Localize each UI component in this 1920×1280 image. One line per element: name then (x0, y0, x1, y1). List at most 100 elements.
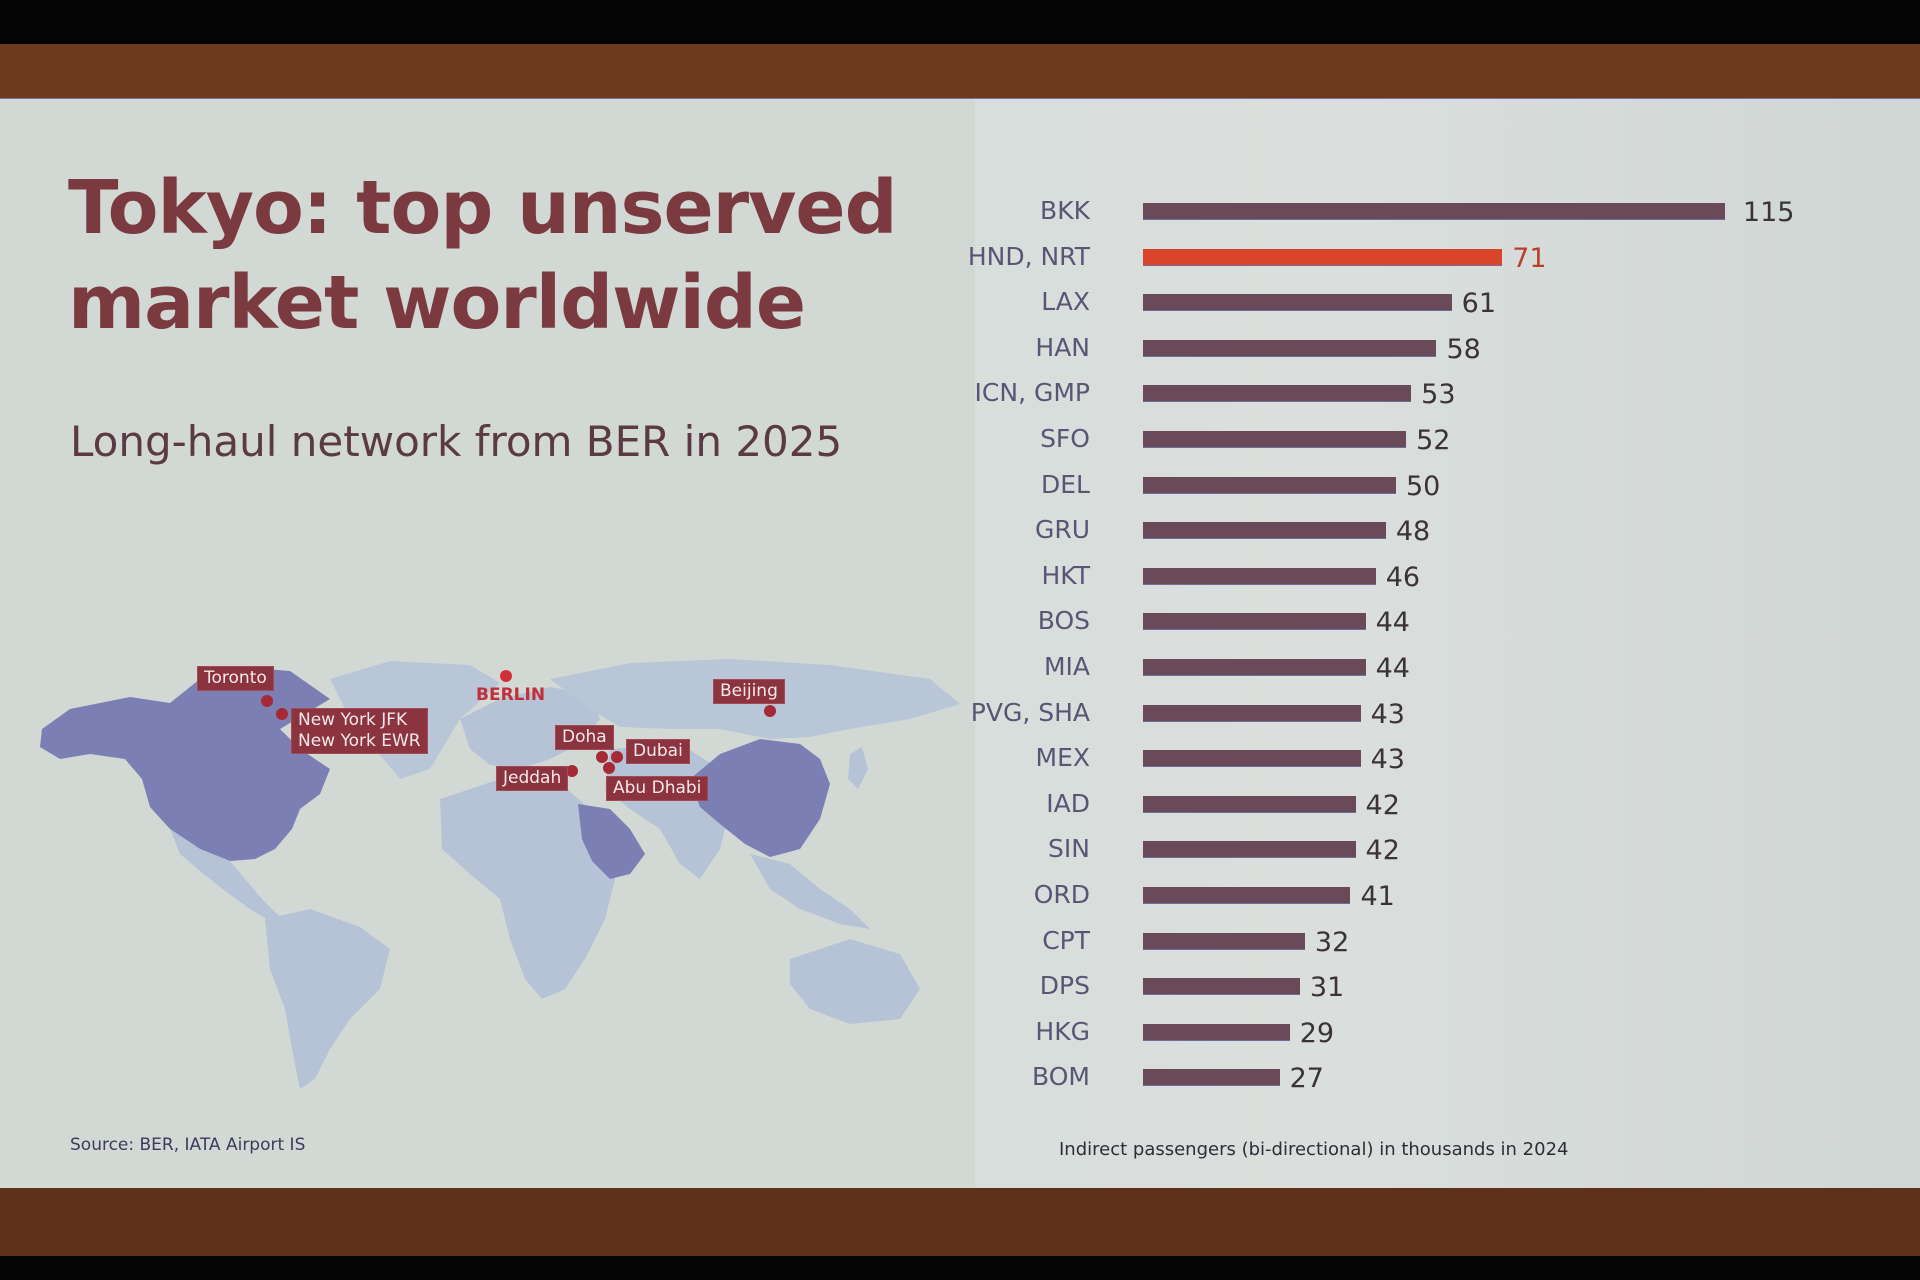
bar-row: MIA 44 (975, 652, 1920, 684)
bar-category-label: HAN (1035, 332, 1090, 362)
bar-row: CPT 32 (975, 926, 1920, 958)
bar-value-label: 52 (1416, 425, 1451, 456)
berlin-marker-icon (500, 670, 512, 682)
slide-subtitle: Long-haul network from BER in 2025 (70, 417, 843, 466)
bar-category-label: SIN (1048, 834, 1090, 864)
bar-value-label: 71 (1512, 242, 1547, 274)
bar (1143, 431, 1407, 447)
bar-category-label: BOM (1032, 1062, 1090, 1092)
slide-title: Tokyo: top unserved market worldwide (68, 165, 898, 346)
bar-row: HKG 29 (975, 1017, 1920, 1049)
bar-row: BOM 27 (975, 1062, 1920, 1094)
bar-row: ORD 41 (975, 880, 1920, 912)
bar-row: ICN, GMP 53 (975, 378, 1920, 411)
chart-panel-background (975, 99, 1920, 1191)
bar-category-label: ORD (1033, 880, 1090, 909)
bar-category-label: BKK (1040, 196, 1090, 225)
bar-row: GRU 48 (975, 515, 1920, 548)
bar-row: SFO 52 (975, 424, 1920, 456)
bar-value-label: 44 (1375, 653, 1410, 684)
toronto-marker-icon (261, 695, 273, 707)
beijing-marker-icon (764, 705, 776, 717)
source-note: Source: BER, IATA Airport IS (70, 1135, 306, 1155)
bar-category-label: PVG, SHA (970, 697, 1090, 727)
bar (1143, 795, 1356, 812)
bar-category-label: GRU (1034, 515, 1090, 545)
bar-row: HND, NRT 71 (968, 242, 1920, 274)
bar (1143, 203, 1725, 219)
bar-value-label: 29 (1299, 1017, 1335, 1049)
bar (1143, 339, 1437, 356)
bar-row: BOS 44 (975, 606, 1920, 639)
bar (1143, 887, 1351, 903)
bar (1143, 659, 1366, 675)
bar-chart: BKK 115 HND, NRT 71 LAX 61 HAN 58 ICN, GMP 53 SFO 5… (968, 99, 1920, 1191)
bar (1143, 294, 1452, 311)
bar-value-label: 46 (1385, 561, 1421, 593)
bar-category-label: MIA (1043, 652, 1090, 681)
bar-row: HKT 46 (975, 561, 1920, 593)
bar (1143, 476, 1396, 493)
toronto-label: Toronto (197, 666, 274, 691)
bar-category-label: HKG (1035, 1016, 1090, 1046)
bar-category-label: IAD (1046, 788, 1090, 818)
bar-row: IAD 42 (975, 789, 1920, 821)
bar (1143, 1069, 1280, 1086)
beijing-label: Beijing (713, 679, 785, 704)
bar-category-label: HKT (1041, 560, 1090, 590)
bar-value-label: 41 (1360, 881, 1395, 912)
abu-dhabi-label: Abu Dhabi (606, 776, 709, 801)
bar-category-label: LAX (1041, 287, 1090, 317)
bar-category-label: DEL (1041, 469, 1090, 499)
new-york-label: New York JFK New York EWR (291, 708, 428, 754)
bar-value-label: 61 (1461, 288, 1497, 320)
bar-category-label: SFO (1040, 424, 1090, 453)
projector-frame-bottom (0, 1188, 1920, 1256)
bar-row: LAX 61 (975, 287, 1920, 320)
abu-dhabi-marker-icon (603, 762, 615, 774)
bar-value-label: 50 (1406, 470, 1441, 502)
bar (1143, 613, 1366, 630)
bar-category-label: ICN, GMP (974, 378, 1090, 408)
bar-value-label: 58 (1446, 333, 1481, 365)
bar-value-label: 53 (1421, 379, 1456, 411)
projector-frame-top (0, 44, 1920, 100)
bar-value-label: 44 (1375, 607, 1410, 639)
bar-value-label: 115 (1742, 197, 1795, 228)
bar-value-label: 43 (1370, 698, 1405, 730)
bar-value-label: 32 (1314, 926, 1350, 958)
bar-row: DEL 50 (975, 470, 1920, 502)
bar-value-label: 42 (1365, 835, 1400, 867)
bar (1143, 841, 1356, 858)
presentation-slide: Tokyo: top unserved market worldwide Lon… (0, 98, 1920, 1191)
doha-marker-icon (596, 751, 608, 763)
bar (1143, 248, 1503, 265)
bar (1143, 522, 1386, 539)
bar (1143, 978, 1300, 995)
bar (1143, 750, 1361, 767)
bar-category-label: CPT (1042, 925, 1090, 955)
jeddah-marker-icon (566, 765, 578, 777)
bar-category-label: MEX (1035, 743, 1091, 773)
bar-value-label: 43 (1370, 744, 1405, 776)
bar-row: SIN 42 (975, 834, 1920, 867)
bar-category-label: DPS (1039, 971, 1090, 1001)
bar (1143, 704, 1361, 721)
bar-value-label: 48 (1395, 516, 1431, 548)
chart-footnote: Indirect passengers (bi-directional) in … (1059, 1139, 1569, 1160)
bar-row: BKK 115 (975, 196, 1920, 228)
bar (1143, 567, 1376, 584)
new-york-marker-icon (276, 708, 288, 720)
berlin-label: BERLIN (476, 685, 546, 705)
bar (1143, 1023, 1290, 1040)
bar-row: HAN 58 (975, 333, 1920, 365)
bar (1143, 932, 1305, 949)
bar-category-label: BOS (1037, 606, 1090, 636)
world-map-graphic (40, 659, 960, 1089)
bar-row: PVG, SHA 43 (971, 698, 1920, 730)
jeddah-label: Jeddah (496, 766, 569, 791)
bar-row: DPS 31 (975, 971, 1920, 1003)
bar-value-label: 42 (1365, 789, 1400, 821)
bar-category-label: HND, NRT (967, 241, 1090, 271)
world-map (30, 579, 970, 1099)
